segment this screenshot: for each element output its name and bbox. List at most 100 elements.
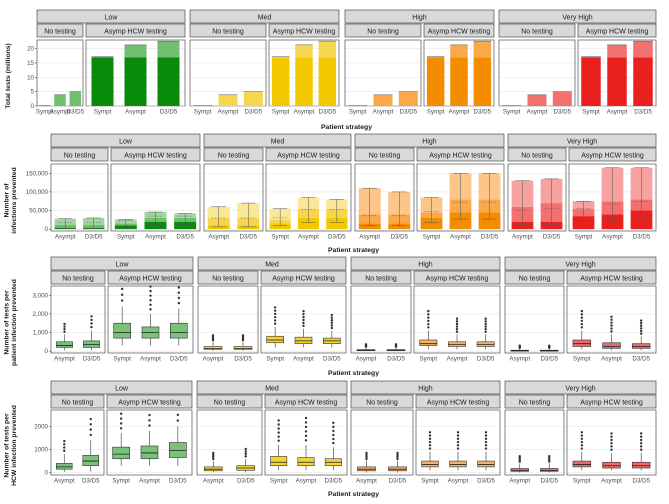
x-tick-label: Asympt (509, 356, 530, 363)
box-outlier (639, 324, 643, 328)
x-tick-label: Asympt (356, 478, 377, 485)
box-outlier (330, 319, 334, 322)
group-strip-label: Low (116, 262, 130, 269)
box-outlier (120, 293, 124, 296)
group-strip-label: Very High (565, 262, 595, 269)
x-tick-label: Asympt (208, 234, 229, 241)
box-outlier (277, 423, 280, 426)
box-outlier (244, 450, 247, 453)
x-tick-label: Asympt (296, 478, 317, 485)
box-outlier (277, 435, 280, 438)
subpanel-strip-label: Asymp HCW testing (426, 276, 489, 283)
box-outlier (63, 330, 66, 333)
box-outlier (456, 434, 460, 437)
x-tick-label: D3/D5 (633, 234, 651, 241)
y-tick-label: 50,000 (29, 208, 48, 215)
bar-base (581, 57, 601, 106)
subpanel-strip-label: No testing (521, 29, 553, 36)
bar-dark (269, 223, 291, 230)
y-axis-title-line2: patient infection prevented (11, 279, 18, 366)
x-tick-label: Asympt (218, 109, 239, 116)
box-outlier (273, 315, 277, 319)
box-outlier (580, 322, 584, 326)
box-body (203, 346, 223, 350)
bar-dark (388, 223, 411, 230)
box-outlier (90, 318, 93, 322)
box-outlier (456, 440, 460, 444)
box-outlier (484, 440, 488, 444)
x-tick-label: D3/D5 (319, 109, 337, 116)
x-tick-label: D3/D5 (477, 478, 495, 485)
bar-increment (473, 41, 492, 58)
panel-frame (350, 285, 412, 354)
box-outlier (211, 334, 215, 337)
box-outlier (518, 460, 521, 463)
box-outlier (149, 294, 152, 297)
x-tick-label: Sympt (117, 234, 135, 241)
box-outlier (639, 448, 643, 451)
box-outlier (330, 313, 334, 317)
x-tick-label: D3/D5 (170, 356, 188, 363)
group-strip-label: High (412, 15, 427, 22)
bar-dark (601, 214, 624, 230)
box-outlier (63, 439, 66, 443)
box-outlier (304, 421, 308, 424)
bar-increment (527, 94, 547, 106)
x-tick-label: D3/D5 (400, 109, 418, 116)
x-tick-label: D3/D5 (169, 478, 187, 485)
box-outlier (365, 453, 368, 457)
x-tick-label: D3/D5 (83, 356, 101, 363)
box-outlier (394, 343, 398, 346)
bar-increment (243, 91, 263, 106)
x-tick-label: Asympt (450, 234, 471, 241)
box-outlier (484, 431, 488, 434)
subpanel-strip-label: Asymp HCW testing (104, 29, 167, 36)
x-tick-label: Asympt (601, 356, 622, 363)
x-tick-label: Sympt (573, 356, 591, 363)
box-outlier (518, 456, 521, 460)
x-tick-label: Asympt (607, 109, 628, 116)
x-tick-label: D3/D5 (82, 478, 100, 485)
group-strip-label: High (418, 262, 433, 269)
subpanel-strip-label: No testing (521, 153, 553, 160)
group-strip (344, 9, 495, 24)
bar-increment (398, 91, 418, 106)
x-tick-label: Sympt (112, 478, 130, 485)
box-body (113, 322, 131, 339)
subpanel-strip (264, 394, 348, 409)
subpanel-strip-label: No testing (218, 153, 250, 160)
box-outlier (610, 321, 613, 324)
box-outlier (277, 427, 280, 430)
box-outlier (428, 431, 432, 434)
y-tick-label: 2,000 (33, 311, 49, 318)
box-outlier (212, 453, 215, 457)
subpanel-strip (504, 270, 565, 285)
x-tick-label: Sympt (194, 109, 212, 116)
x-tick-label: Sympt (423, 234, 441, 241)
box-outlier (330, 321, 334, 325)
subpanel-strip (504, 394, 565, 409)
x-tick-label: Asympt (54, 478, 75, 485)
subpanel-strip-label: Asymp HCW testing (273, 29, 336, 36)
group-strip-label: Very High (567, 139, 597, 146)
box-outlier (427, 322, 430, 326)
box-body (602, 461, 621, 469)
box-body (266, 335, 284, 344)
bar-base (271, 57, 290, 106)
box-outlier (273, 319, 277, 322)
x-tick-label: Asympt (203, 478, 224, 485)
bar-base (607, 57, 627, 106)
x-tick-label: Sympt (420, 356, 438, 363)
box-body (56, 341, 73, 348)
group-strip (507, 133, 657, 148)
box-outlier (63, 325, 66, 328)
subpanel-strip (36, 23, 84, 38)
subpanel-strip-label: No testing (64, 153, 96, 160)
box-outlier (365, 451, 368, 455)
bar-dark (420, 217, 443, 230)
box-body (421, 460, 439, 468)
box-outlier (580, 309, 584, 313)
bar-increment (426, 56, 445, 58)
x-tick-label: Sympt (272, 109, 290, 116)
box-outlier (484, 327, 487, 331)
